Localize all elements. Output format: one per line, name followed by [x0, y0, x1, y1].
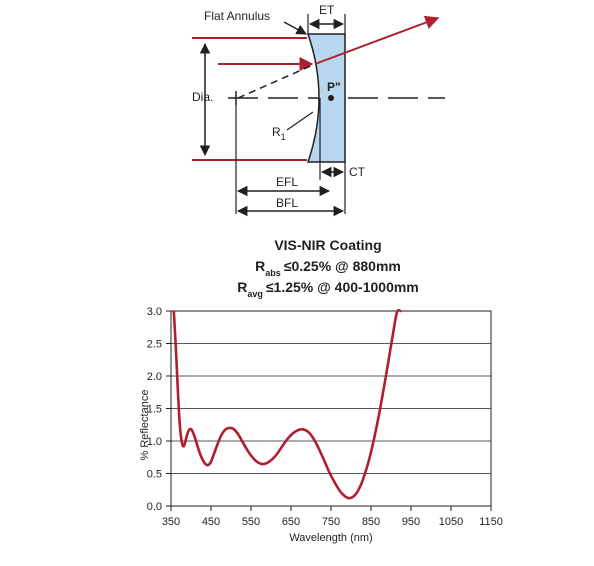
coating-rabs-line: Rabs ≤0.25% @ 880mm [255, 258, 401, 278]
principal-point [328, 95, 334, 101]
x-tick-label: 650 [282, 516, 300, 528]
x-tick-label: 350 [162, 516, 180, 528]
y-tick-label: 1.5 [147, 404, 162, 416]
radius-label: R1 [272, 125, 286, 142]
x-tick-label: 1150 [479, 516, 503, 528]
et-label: ET [319, 3, 335, 17]
coating-spec: VIS-NIR Coating Rabs ≤0.25% @ 880mm Ravg ≤… [237, 237, 419, 299]
coating-ravg-line: Ravg ≤1.25% @ 400-1000mm [237, 279, 419, 299]
radius-pointer [286, 111, 314, 131]
y-tick-label: 2.0 [147, 371, 162, 383]
reflectance-curve [172, 308, 402, 500]
y-tick-label: 1.0 [147, 436, 162, 448]
x-tick-label: 950 [402, 516, 420, 528]
x-tick-label: 550 [242, 516, 260, 528]
x-tick-labels: 350 450 550 650 750 850 950 1050 1150 [162, 506, 503, 528]
y-tick-label: 2.5 [147, 339, 162, 351]
outgoing-ray [314, 15, 440, 65]
y-tick-label: 0.0 [147, 501, 162, 513]
x-axis-label: Wavelength (nm) [289, 532, 372, 544]
y-tick-label: 3.0 [147, 306, 162, 318]
dia-label: Dia. [192, 90, 213, 104]
principal-point-label: P" [327, 80, 341, 94]
y-tick-labels: 0.0 0.5 1.0 1.5 2.0 2.5 3.0 [147, 306, 171, 513]
efl-label: EFL [276, 175, 298, 189]
x-tick-label: 750 [322, 516, 340, 528]
reflectance-chart: 0.0 0.5 1.0 1.5 2.0 2.5 3.0 350 450 550 650 750 850… [139, 306, 503, 544]
coating-title: VIS-NIR Coating [274, 237, 381, 253]
y-axis-label: % Reflectance [139, 390, 151, 461]
bfl-label: BFL [276, 196, 298, 210]
y-tick-label: 0.5 [147, 469, 162, 481]
x-tick-label: 1050 [439, 516, 463, 528]
x-tick-label: 850 [362, 516, 380, 528]
virtual-ray [237, 63, 316, 99]
ct-label: CT [349, 165, 366, 179]
flat-annulus-pointer [283, 21, 307, 35]
flat-annulus-label: Flat Annulus [204, 9, 270, 23]
x-tick-label: 450 [202, 516, 220, 528]
lens-schematic: P" Dia. Flat Annulus ET R1 CT EFL BFL [192, 3, 445, 217]
chart-gridlines [171, 343, 491, 474]
lens-body [306, 33, 346, 163]
